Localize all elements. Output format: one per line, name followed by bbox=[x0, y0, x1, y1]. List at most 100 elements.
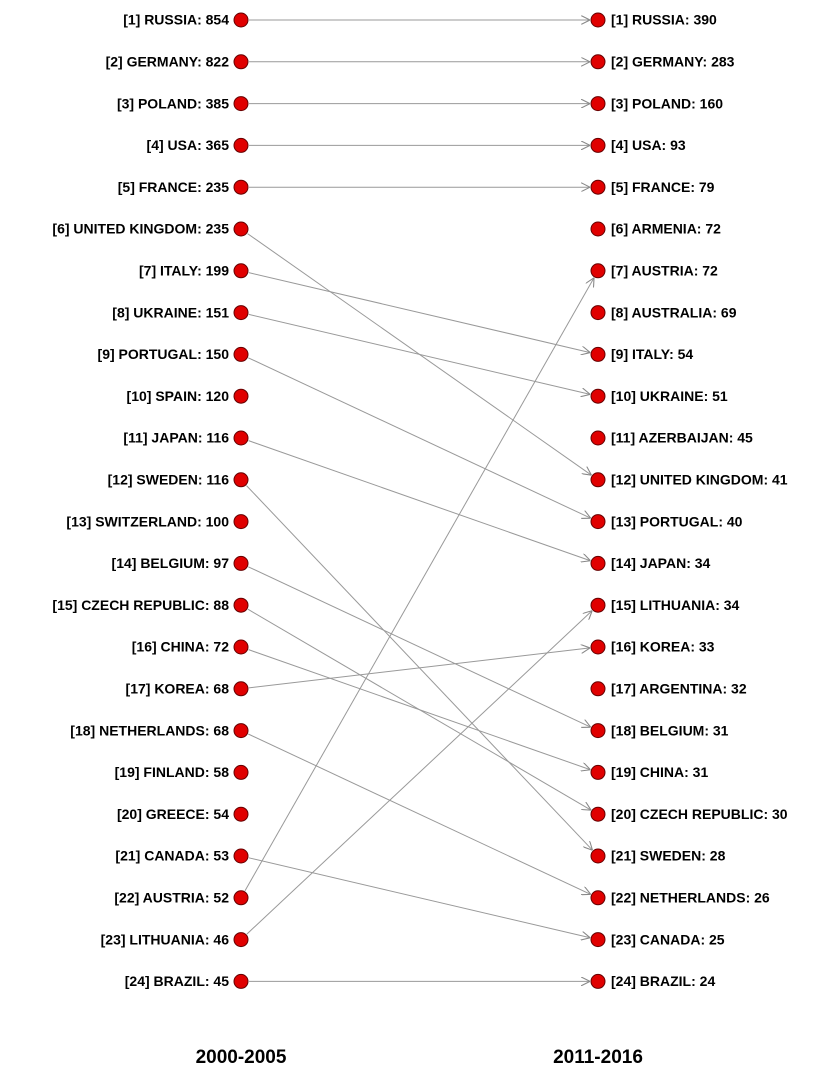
node-label: [5] FRANCE: 79 bbox=[611, 179, 715, 195]
node-dot bbox=[590, 764, 606, 780]
node-label: [22] AUSTRIA: 52 bbox=[114, 890, 229, 906]
link-arrow bbox=[248, 733, 591, 894]
node-label: [15] CZECH REPUBLIC: 88 bbox=[52, 597, 229, 613]
node-label: [4] USA: 93 bbox=[611, 137, 686, 153]
node-dot bbox=[590, 54, 606, 70]
node-dot bbox=[233, 179, 249, 195]
node-dot bbox=[590, 12, 606, 28]
node-label: [8] UKRAINE: 151 bbox=[112, 304, 229, 320]
node-dot bbox=[590, 179, 606, 195]
node-dot bbox=[233, 54, 249, 70]
node-label: [20] GREECE: 54 bbox=[117, 806, 229, 822]
node-dot bbox=[233, 388, 249, 404]
node-label: [16] KOREA: 33 bbox=[611, 639, 715, 655]
node-dot bbox=[590, 973, 606, 989]
node-dot bbox=[233, 346, 249, 362]
node-dot bbox=[590, 96, 606, 112]
node-label: [5] FRANCE: 235 bbox=[118, 179, 229, 195]
node-label: [10] UKRAINE: 51 bbox=[611, 388, 728, 404]
node-dot bbox=[233, 12, 249, 28]
node-label: [19] FINLAND: 58 bbox=[115, 764, 230, 780]
node-label: [21] SWEDEN: 28 bbox=[611, 848, 726, 864]
node-dot bbox=[233, 723, 249, 739]
node-dot bbox=[590, 723, 606, 739]
node-label: [24] BRAZIL: 24 bbox=[611, 973, 715, 989]
link-arrow bbox=[248, 649, 591, 770]
node-label: [15] LITHUANIA: 34 bbox=[611, 597, 740, 613]
node-dot bbox=[233, 305, 249, 321]
node-label: [9] ITALY: 54 bbox=[611, 346, 693, 362]
column-title: 2011-2016 bbox=[553, 1047, 643, 1068]
node-label: [2] GERMANY: 283 bbox=[611, 54, 735, 70]
link-arrow bbox=[244, 278, 594, 892]
node-label: [11] AZERBAIJAN: 45 bbox=[611, 430, 753, 446]
nodes: [1] RUSSIA: 854 [2] GERMANY: 822 [3] POLAN… bbox=[52, 12, 787, 1068]
node-dot bbox=[233, 639, 249, 655]
link-arrow bbox=[246, 611, 592, 935]
node-dot bbox=[590, 806, 606, 822]
node-dot bbox=[590, 305, 606, 321]
node-dot bbox=[590, 388, 606, 404]
node-label: [6] UNITED KINGDOM: 235 bbox=[52, 221, 229, 237]
node-label: [23] LITHUANIA: 46 bbox=[101, 931, 230, 947]
node-label: [20] CZECH REPUBLIC: 30 bbox=[611, 806, 788, 822]
node-label: [23] CANADA: 25 bbox=[611, 931, 725, 947]
node-dot bbox=[590, 221, 606, 237]
node-label: [3] POLAND: 160 bbox=[611, 95, 723, 111]
node-dot bbox=[233, 96, 249, 112]
node-dot bbox=[590, 263, 606, 279]
node-label: [11] JAPAN: 116 bbox=[123, 430, 229, 446]
node-label: [13] SWITZERLAND: 100 bbox=[66, 513, 229, 529]
node-dot bbox=[233, 263, 249, 279]
node-dot bbox=[233, 848, 249, 864]
link-arrow bbox=[248, 440, 591, 561]
links bbox=[244, 20, 594, 981]
node-label: [22] NETHERLANDS: 26 bbox=[611, 890, 770, 906]
node-label: [6] ARMENIA: 72 bbox=[611, 221, 721, 237]
node-dot bbox=[233, 681, 249, 697]
node-dot bbox=[590, 597, 606, 613]
node-label: [7] AUSTRIA: 72 bbox=[611, 263, 718, 279]
link-arrow bbox=[248, 313, 590, 394]
node-label: [10] SPAIN: 120 bbox=[127, 388, 230, 404]
node-label: [18] NETHERLANDS: 68 bbox=[70, 722, 229, 738]
node-dot bbox=[233, 137, 249, 153]
node-dot bbox=[233, 514, 249, 530]
node-dot bbox=[590, 514, 606, 530]
node-label: [8] AUSTRALIA: 69 bbox=[611, 304, 737, 320]
node-dot bbox=[590, 848, 606, 864]
node-dot bbox=[233, 221, 249, 237]
link-arrow bbox=[248, 357, 591, 518]
link-arrow bbox=[248, 648, 590, 689]
node-label: [14] BELGIUM: 97 bbox=[112, 555, 230, 571]
node-dot bbox=[590, 472, 606, 488]
node-dot bbox=[233, 973, 249, 989]
node-dot bbox=[233, 555, 249, 571]
column-title: 2000-2005 bbox=[196, 1047, 287, 1068]
node-dot bbox=[233, 764, 249, 780]
node-label: [13] PORTUGAL: 40 bbox=[611, 513, 743, 529]
node-dot bbox=[590, 430, 606, 446]
node-dot bbox=[233, 806, 249, 822]
node-label: [17] ARGENTINA: 32 bbox=[611, 681, 747, 697]
node-dot bbox=[590, 932, 606, 948]
node-label: [19] CHINA: 31 bbox=[611, 764, 708, 780]
node-label: [16] CHINA: 72 bbox=[132, 639, 229, 655]
link-arrow bbox=[248, 272, 590, 353]
node-dot bbox=[590, 639, 606, 655]
node-label: [18] BELGIUM: 31 bbox=[611, 722, 729, 738]
node-label: [1] RUSSIA: 390 bbox=[611, 12, 717, 28]
node-label: [24] BRAZIL: 45 bbox=[125, 973, 229, 989]
node-label: [12] UNITED KINGDOM: 41 bbox=[611, 472, 788, 488]
node-dot bbox=[590, 681, 606, 697]
node-label: [7] ITALY: 199 bbox=[139, 263, 229, 279]
node-label: [12] SWEDEN: 116 bbox=[108, 472, 230, 488]
node-dot bbox=[590, 137, 606, 153]
node-label: [1] RUSSIA: 854 bbox=[123, 12, 229, 28]
node-dot bbox=[233, 890, 249, 906]
node-label: [4] USA: 365 bbox=[147, 137, 230, 153]
node-dot bbox=[590, 555, 606, 571]
link-arrow bbox=[248, 566, 591, 727]
node-dot bbox=[233, 430, 249, 446]
